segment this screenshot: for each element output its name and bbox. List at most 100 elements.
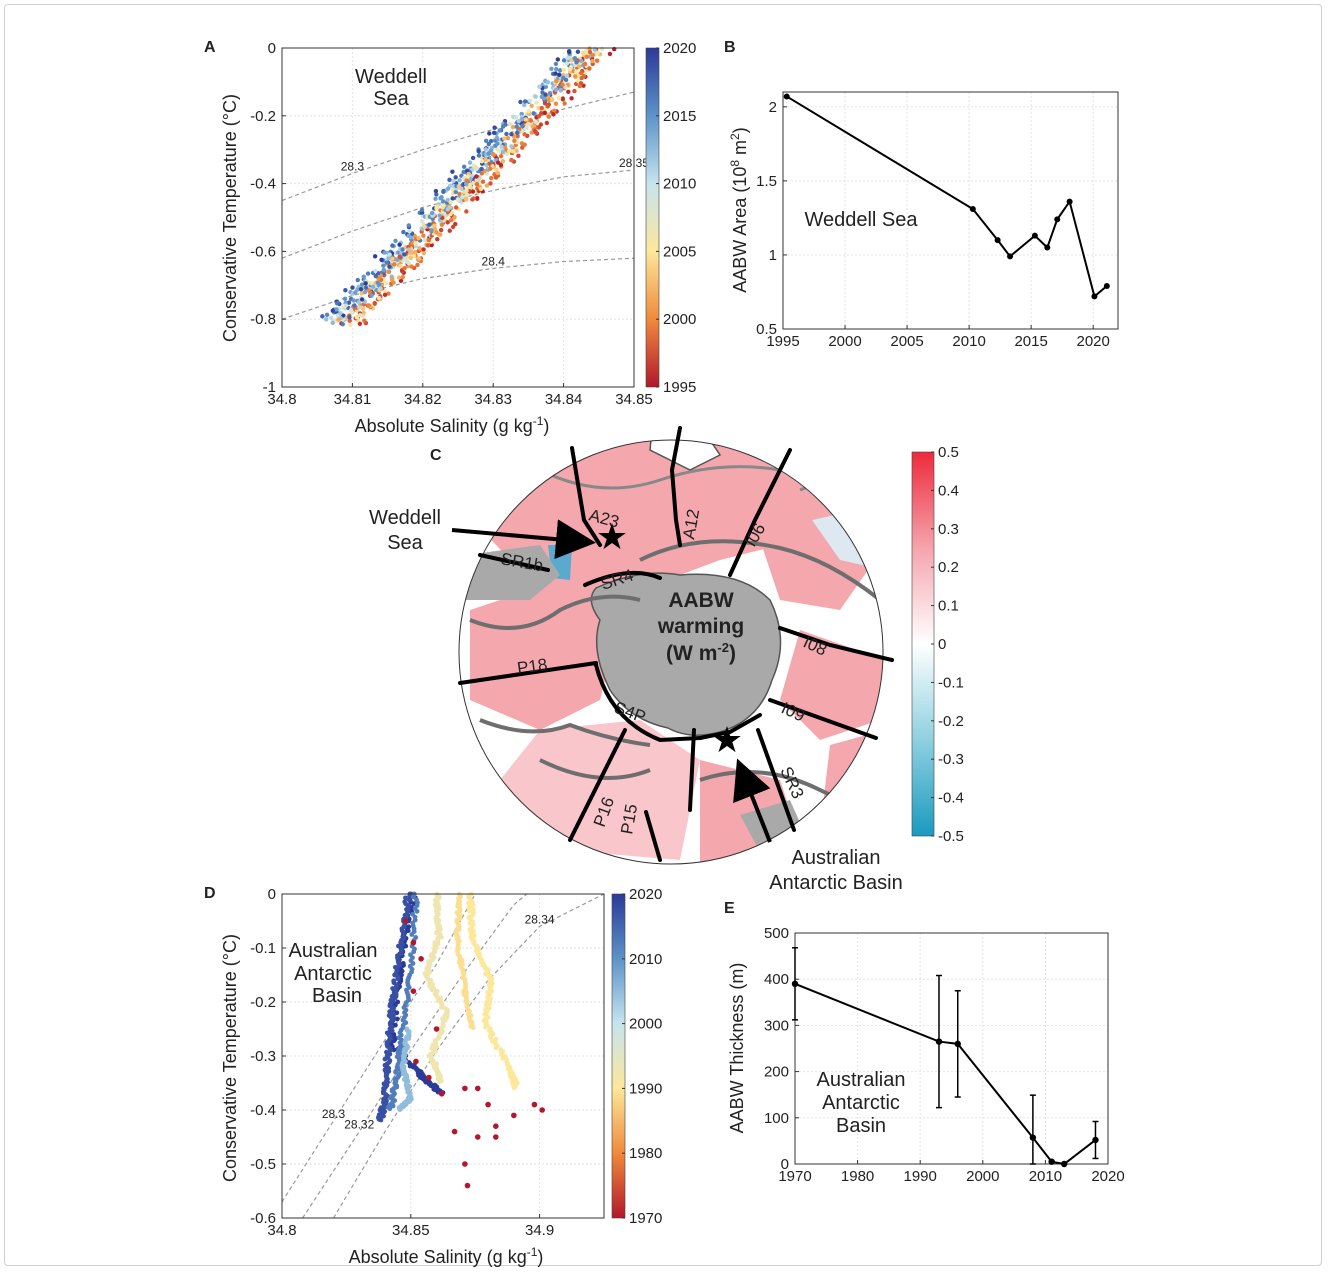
data-point bbox=[935, 1038, 943, 1045]
data-point bbox=[461, 164, 467, 170]
data-point bbox=[500, 124, 506, 129]
data-point bbox=[460, 195, 465, 200]
y-tick-label: -0.5 bbox=[250, 1156, 276, 1173]
data-point bbox=[471, 180, 476, 186]
x-tick-label: 2010 bbox=[952, 333, 985, 350]
data-point bbox=[453, 221, 458, 227]
data-point bbox=[527, 98, 533, 104]
data-point bbox=[493, 1123, 499, 1129]
data-point bbox=[584, 54, 589, 59]
data-point bbox=[436, 1079, 442, 1085]
data-point bbox=[398, 263, 403, 269]
section-label-p18: P18 bbox=[516, 655, 549, 678]
data-point bbox=[464, 196, 469, 201]
data-point bbox=[362, 318, 367, 323]
data-point bbox=[440, 199, 446, 204]
data-point bbox=[594, 58, 600, 63]
data-point bbox=[394, 1016, 400, 1022]
data-point bbox=[379, 257, 384, 263]
colorbar-tick-label: 2010 bbox=[663, 176, 696, 193]
data-point bbox=[361, 274, 366, 279]
data-point bbox=[551, 112, 556, 117]
data-point bbox=[358, 286, 364, 292]
data-point bbox=[338, 311, 343, 316]
data-point bbox=[526, 122, 531, 127]
data-point bbox=[399, 972, 404, 978]
data-point bbox=[494, 135, 500, 140]
data-point bbox=[1029, 1134, 1037, 1141]
data-point bbox=[413, 1058, 419, 1065]
data-point bbox=[388, 1047, 393, 1053]
arrow-weddell bbox=[451, 519, 596, 560]
y-tick-label: -0.3 bbox=[250, 1048, 276, 1065]
data-point bbox=[433, 188, 439, 194]
data-point bbox=[574, 60, 579, 65]
colorbar-tick-label: -0.1 bbox=[938, 674, 964, 691]
isopycnal-label: 28.32 bbox=[344, 1118, 374, 1132]
isopycnal-line bbox=[302, 893, 528, 1219]
x-axis-label: Absolute Salinity (g kg-1) bbox=[355, 414, 550, 436]
data-point bbox=[348, 308, 354, 313]
annotation-e-line2: Antarctic bbox=[822, 1092, 900, 1114]
data-point bbox=[456, 184, 462, 189]
data-point bbox=[392, 262, 397, 267]
y-tick-label: 1 bbox=[769, 247, 777, 264]
x-tick-label: 1980 bbox=[841, 1168, 874, 1185]
data-point bbox=[413, 250, 418, 255]
data-point bbox=[429, 957, 435, 963]
data-point bbox=[579, 70, 584, 76]
arrow-australian bbox=[733, 758, 772, 843]
x-tick-label: 2000 bbox=[828, 333, 861, 350]
data-point bbox=[500, 1055, 506, 1061]
data-point bbox=[422, 237, 428, 243]
colorbar-tick-label: -0.3 bbox=[938, 751, 964, 768]
data-point bbox=[401, 229, 406, 235]
data-point bbox=[393, 984, 399, 989]
star-australian-marker: ★ bbox=[711, 720, 743, 761]
data-point bbox=[464, 178, 469, 183]
annotation-weddell-sea: Weddell Sea bbox=[804, 209, 918, 231]
data-point bbox=[516, 153, 521, 158]
colorbar-tick-label: 2020 bbox=[629, 886, 662, 903]
data-point bbox=[479, 158, 485, 164]
data-point bbox=[387, 1003, 393, 1009]
data-point bbox=[491, 130, 497, 136]
front-contours bbox=[469, 539, 882, 802]
data-point bbox=[518, 99, 523, 105]
y-tick-label: 100 bbox=[764, 1110, 789, 1127]
annotation-e-line3: Basin bbox=[836, 1115, 886, 1137]
data-point bbox=[438, 1091, 445, 1097]
data-point bbox=[343, 287, 348, 293]
data-point bbox=[544, 120, 550, 126]
data-point bbox=[505, 135, 511, 141]
data-point bbox=[465, 174, 470, 179]
data-point bbox=[409, 264, 414, 269]
panel-b-area-weddell: 1995 2000 2005 2010 2015 2020 0.5 1 1.5 2 Weddell… bbox=[728, 91, 1119, 350]
x-tick-label: 2020 bbox=[1091, 1168, 1124, 1185]
data-point bbox=[402, 918, 409, 924]
data-point bbox=[386, 291, 391, 296]
data-point bbox=[479, 166, 484, 172]
data-point bbox=[447, 177, 452, 183]
data-point bbox=[453, 189, 459, 195]
data-point bbox=[522, 132, 527, 137]
isopycnal-line bbox=[333, 893, 605, 1219]
data-point bbox=[474, 182, 480, 187]
colorbar-tick-label: 2020 bbox=[663, 40, 696, 57]
data-point bbox=[575, 49, 581, 54]
data-point bbox=[402, 256, 407, 261]
data-point bbox=[542, 110, 548, 116]
isopycnal-label: 28.34 bbox=[525, 912, 555, 926]
colorbar-tick-label: 0.5 bbox=[938, 444, 959, 461]
data-point bbox=[783, 93, 790, 100]
data-point bbox=[365, 271, 371, 276]
data-point bbox=[515, 130, 520, 135]
x-tick-label: 2010 bbox=[1029, 1168, 1062, 1185]
data-point bbox=[567, 66, 573, 72]
data-point bbox=[470, 155, 476, 161]
data-point bbox=[390, 986, 396, 991]
plot-area-frame bbox=[782, 91, 1119, 330]
data-point bbox=[397, 1107, 403, 1113]
y-tick-label: -0.2 bbox=[250, 994, 276, 1011]
